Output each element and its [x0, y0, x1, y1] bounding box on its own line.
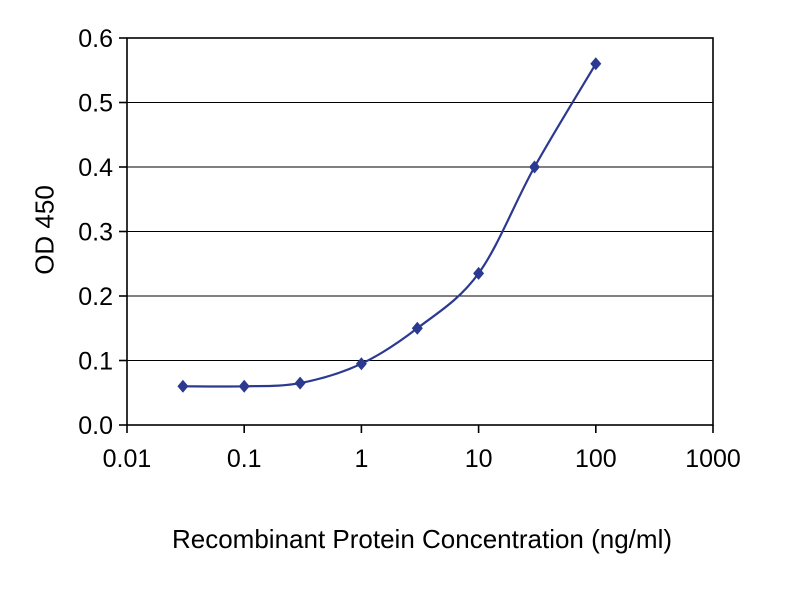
svg-text:0.1: 0.1 [78, 348, 113, 376]
svg-text:0.2: 0.2 [78, 283, 113, 311]
svg-text:0.1: 0.1 [227, 445, 262, 473]
svg-text:0.4: 0.4 [78, 154, 113, 182]
svg-text:1000: 1000 [685, 445, 741, 473]
x-axis-label: Recombinant Protein Concentration (ng/ml… [171, 524, 673, 554]
svg-text:1: 1 [354, 445, 368, 473]
svg-text:0.3: 0.3 [78, 219, 113, 247]
svg-text:100: 100 [575, 445, 617, 473]
svg-text:0.01: 0.01 [103, 445, 152, 473]
svg-text:0.5: 0.5 [78, 90, 113, 118]
svg-text:10: 10 [465, 445, 493, 473]
y-axis-label: OD 450 [29, 185, 60, 275]
svg-text:0.6: 0.6 [78, 25, 113, 53]
svg-text:0.0: 0.0 [78, 412, 113, 440]
